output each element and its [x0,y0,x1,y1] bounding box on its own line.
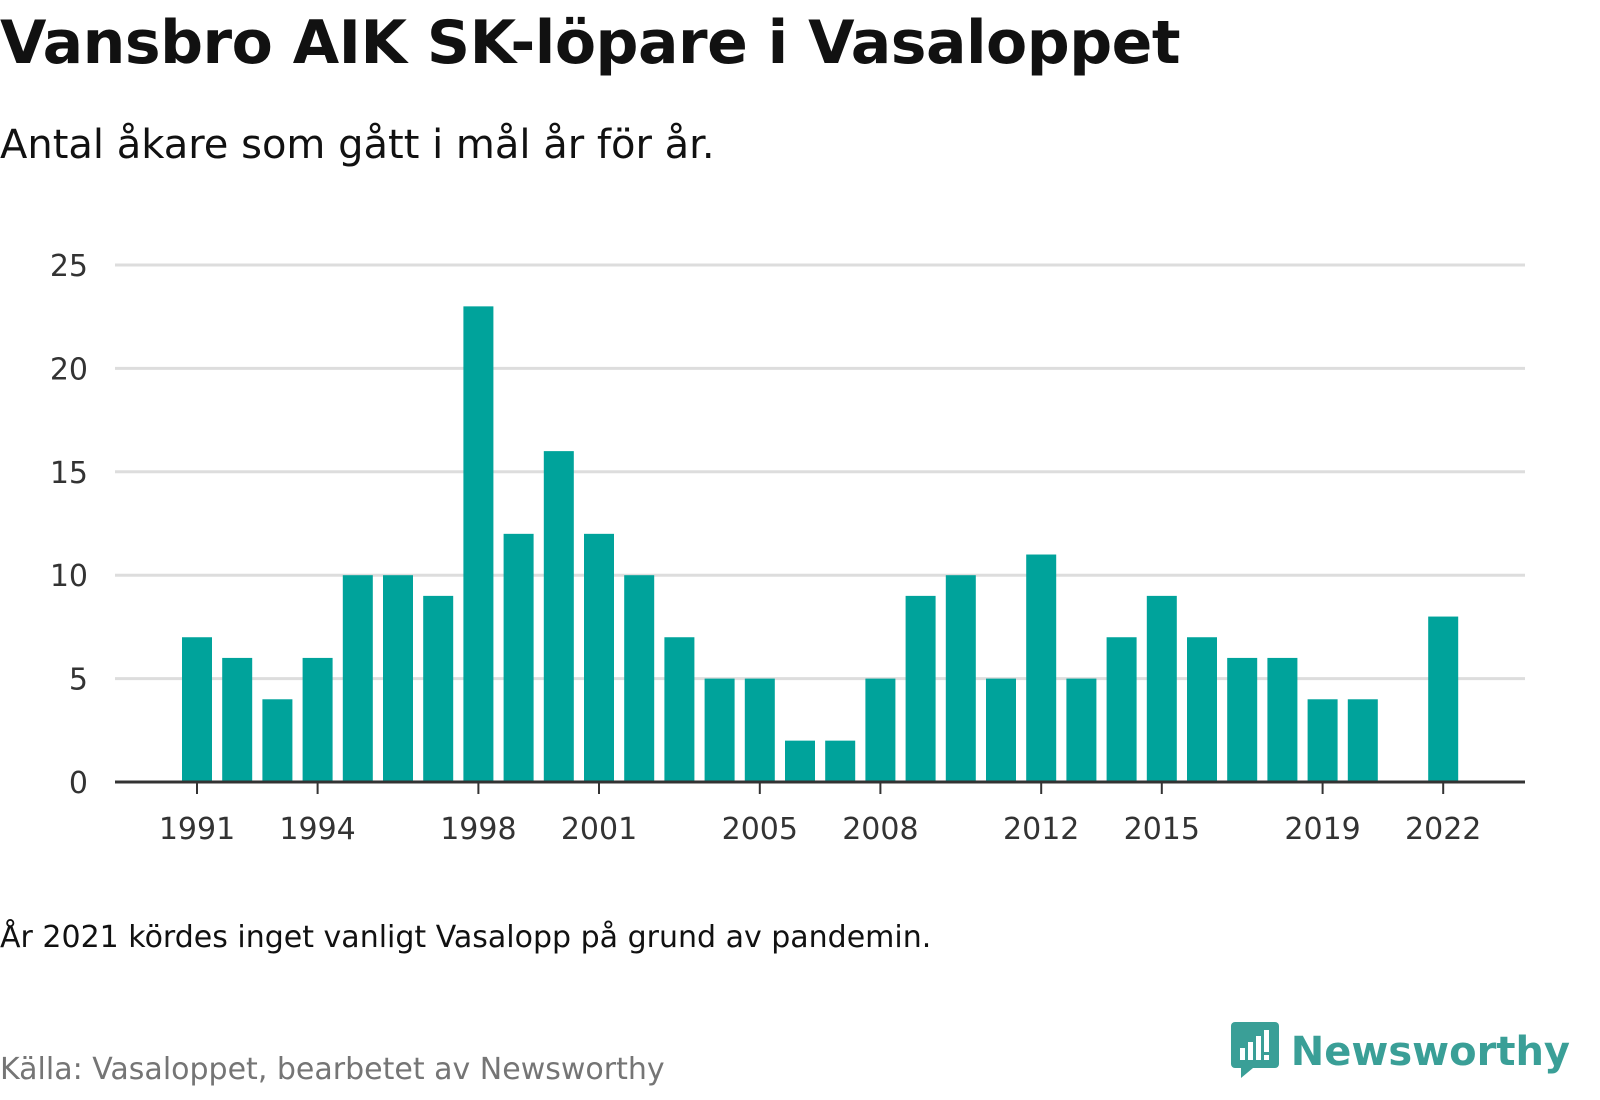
bar-2000 [543,451,574,782]
bar-2002 [624,575,655,782]
y-tick-label: 5 [69,663,88,698]
bar-2001 [584,533,614,782]
chart-note: År 2021 kördes inget vanligt Vasalopp på… [0,920,932,955]
x-tick-label: 2012 [1003,812,1079,847]
bar-2005 [744,678,775,782]
newsworthy-logo-icon [1230,1022,1279,1082]
bar-2014 [1106,637,1137,782]
bar-2004 [704,678,735,782]
x-tick-label: 1991 [159,812,235,847]
bar-2019 [1307,699,1338,782]
bar-1991 [182,637,212,782]
y-tick-label: 15 [50,456,88,491]
y-tick-label: 0 [69,766,88,801]
y-tick-label: 20 [50,352,88,387]
bar-2018 [1267,657,1298,782]
bar-1995 [342,575,373,782]
x-tick-label: 2022 [1405,812,1481,847]
bar-2015 [1146,595,1177,782]
x-tick-label: 2005 [722,812,798,847]
bar-1997 [423,595,454,782]
y-tick-label: 10 [50,559,88,594]
bar-2012 [1026,554,1057,782]
x-tick-label: 1994 [279,812,355,847]
bar-2017 [1227,657,1258,782]
bar-1998 [463,306,494,782]
x-tick-label: 2019 [1284,812,1360,847]
bar-1992 [222,657,253,782]
bar-2007 [825,740,856,782]
y-tick-label: 25 [50,249,88,284]
bar-2010 [945,575,976,782]
x-tick-label: 2015 [1124,812,1200,847]
bar-2006 [785,740,815,782]
bar-2009 [905,595,936,782]
bar-2003 [664,637,695,782]
bar-2020 [1347,699,1378,782]
brand-logo[interactable]: Newsworthy [1230,1022,1570,1082]
bar-1994 [302,657,333,782]
chart-subtitle: Antal åkare som gått i mål år för år. [0,122,715,168]
x-tick-label: 2001 [561,812,637,847]
source-text: Källa: Vasaloppet, bearbetet av Newswort… [0,1052,665,1087]
bar-2016 [1187,637,1217,782]
bar-chart: 0 5 10 15 20 25 1991 1994 1998 2001 2005 2008 2012 20… [50,249,1525,847]
bar-2022 [1428,616,1459,782]
bar-1999 [503,533,534,782]
bar-2011 [986,678,1016,782]
bar-1996 [383,575,413,782]
bar-1993 [262,699,293,782]
bar-2013 [1066,678,1097,782]
chart-title: Vansbro AIK SK-löpare i Vasaloppet [0,8,1181,78]
brand-name: Newsworthy [1290,1029,1570,1075]
bar-2008 [865,678,896,782]
x-tick-label: 1998 [440,812,516,847]
x-tick-label: 2008 [842,812,918,847]
